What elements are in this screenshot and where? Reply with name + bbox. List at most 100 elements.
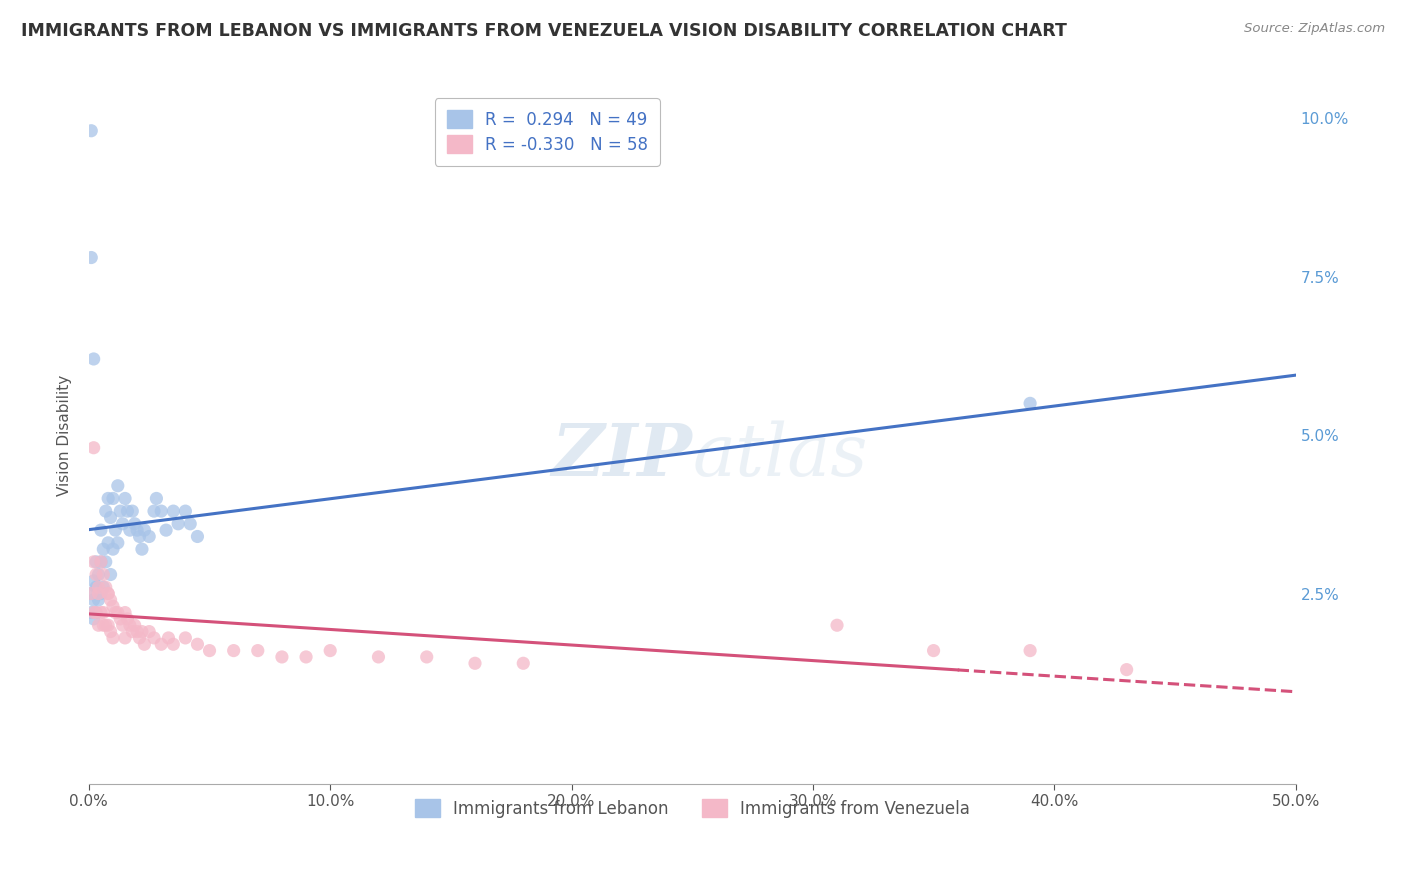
Point <box>111 516 134 531</box>
Point <box>155 523 177 537</box>
Point <box>198 643 221 657</box>
Point <box>83 351 105 366</box>
Point <box>114 606 136 620</box>
Point <box>922 643 945 657</box>
Point <box>91 567 114 582</box>
Point <box>84 555 107 569</box>
Point <box>271 649 294 664</box>
Point <box>134 523 156 537</box>
Legend: Immigrants from Lebanon, Immigrants from Venezuela: Immigrants from Lebanon, Immigrants from… <box>408 792 977 824</box>
Point <box>121 624 143 639</box>
Point <box>222 643 245 657</box>
Point <box>1115 663 1137 677</box>
Point <box>174 504 197 518</box>
Point <box>118 618 141 632</box>
Point <box>110 504 132 518</box>
Point <box>174 631 197 645</box>
Point <box>825 618 848 632</box>
Point <box>97 586 120 600</box>
Point <box>104 606 127 620</box>
Point <box>83 441 105 455</box>
Point <box>246 643 269 657</box>
Point <box>167 516 190 531</box>
Point <box>464 657 486 671</box>
Point <box>162 637 184 651</box>
Point <box>117 612 139 626</box>
Point <box>87 618 110 632</box>
Point <box>84 606 107 620</box>
Point <box>91 618 114 632</box>
Point <box>138 529 160 543</box>
Point <box>90 586 112 600</box>
Point <box>367 649 389 664</box>
Point <box>80 586 103 600</box>
Point <box>128 529 150 543</box>
Point <box>186 529 208 543</box>
Point <box>143 631 166 645</box>
Point <box>114 631 136 645</box>
Point <box>97 536 120 550</box>
Point <box>145 491 167 506</box>
Point <box>111 618 134 632</box>
Point <box>83 593 105 607</box>
Point <box>80 251 103 265</box>
Point <box>114 491 136 506</box>
Point <box>90 555 112 569</box>
Point <box>94 504 117 518</box>
Point <box>80 586 103 600</box>
Point <box>100 624 122 639</box>
Point <box>100 510 122 524</box>
Point <box>127 624 149 639</box>
Point <box>319 643 342 657</box>
Point <box>91 580 114 594</box>
Text: atlas: atlas <box>692 421 868 491</box>
Point <box>90 555 112 569</box>
Point <box>107 479 129 493</box>
Point <box>90 523 112 537</box>
Point <box>150 504 173 518</box>
Point <box>101 542 124 557</box>
Point <box>83 606 105 620</box>
Point <box>80 124 103 138</box>
Point <box>84 580 107 594</box>
Point <box>131 624 153 639</box>
Text: ZIP: ZIP <box>551 420 692 491</box>
Point <box>83 555 105 569</box>
Point <box>87 593 110 607</box>
Point <box>94 618 117 632</box>
Point <box>107 606 129 620</box>
Point <box>101 631 124 645</box>
Point <box>84 606 107 620</box>
Point <box>162 504 184 518</box>
Point <box>131 542 153 557</box>
Point <box>150 637 173 651</box>
Point <box>118 523 141 537</box>
Point <box>107 536 129 550</box>
Point <box>143 504 166 518</box>
Point <box>110 612 132 626</box>
Point <box>94 555 117 569</box>
Point <box>101 599 124 614</box>
Point <box>295 649 318 664</box>
Point <box>87 580 110 594</box>
Point <box>100 567 122 582</box>
Point <box>124 516 146 531</box>
Point <box>101 491 124 506</box>
Point <box>117 504 139 518</box>
Point <box>90 606 112 620</box>
Point <box>416 649 439 664</box>
Point <box>97 491 120 506</box>
Point <box>138 624 160 639</box>
Text: IMMIGRANTS FROM LEBANON VS IMMIGRANTS FROM VENEZUELA VISION DISABILITY CORRELATI: IMMIGRANTS FROM LEBANON VS IMMIGRANTS FR… <box>21 22 1067 40</box>
Point <box>179 516 201 531</box>
Point <box>87 567 110 582</box>
Point <box>83 574 105 588</box>
Point <box>127 523 149 537</box>
Point <box>157 631 180 645</box>
Point <box>121 504 143 518</box>
Point <box>97 586 120 600</box>
Point <box>100 593 122 607</box>
Point <box>186 637 208 651</box>
Point <box>512 657 534 671</box>
Point <box>97 618 120 632</box>
